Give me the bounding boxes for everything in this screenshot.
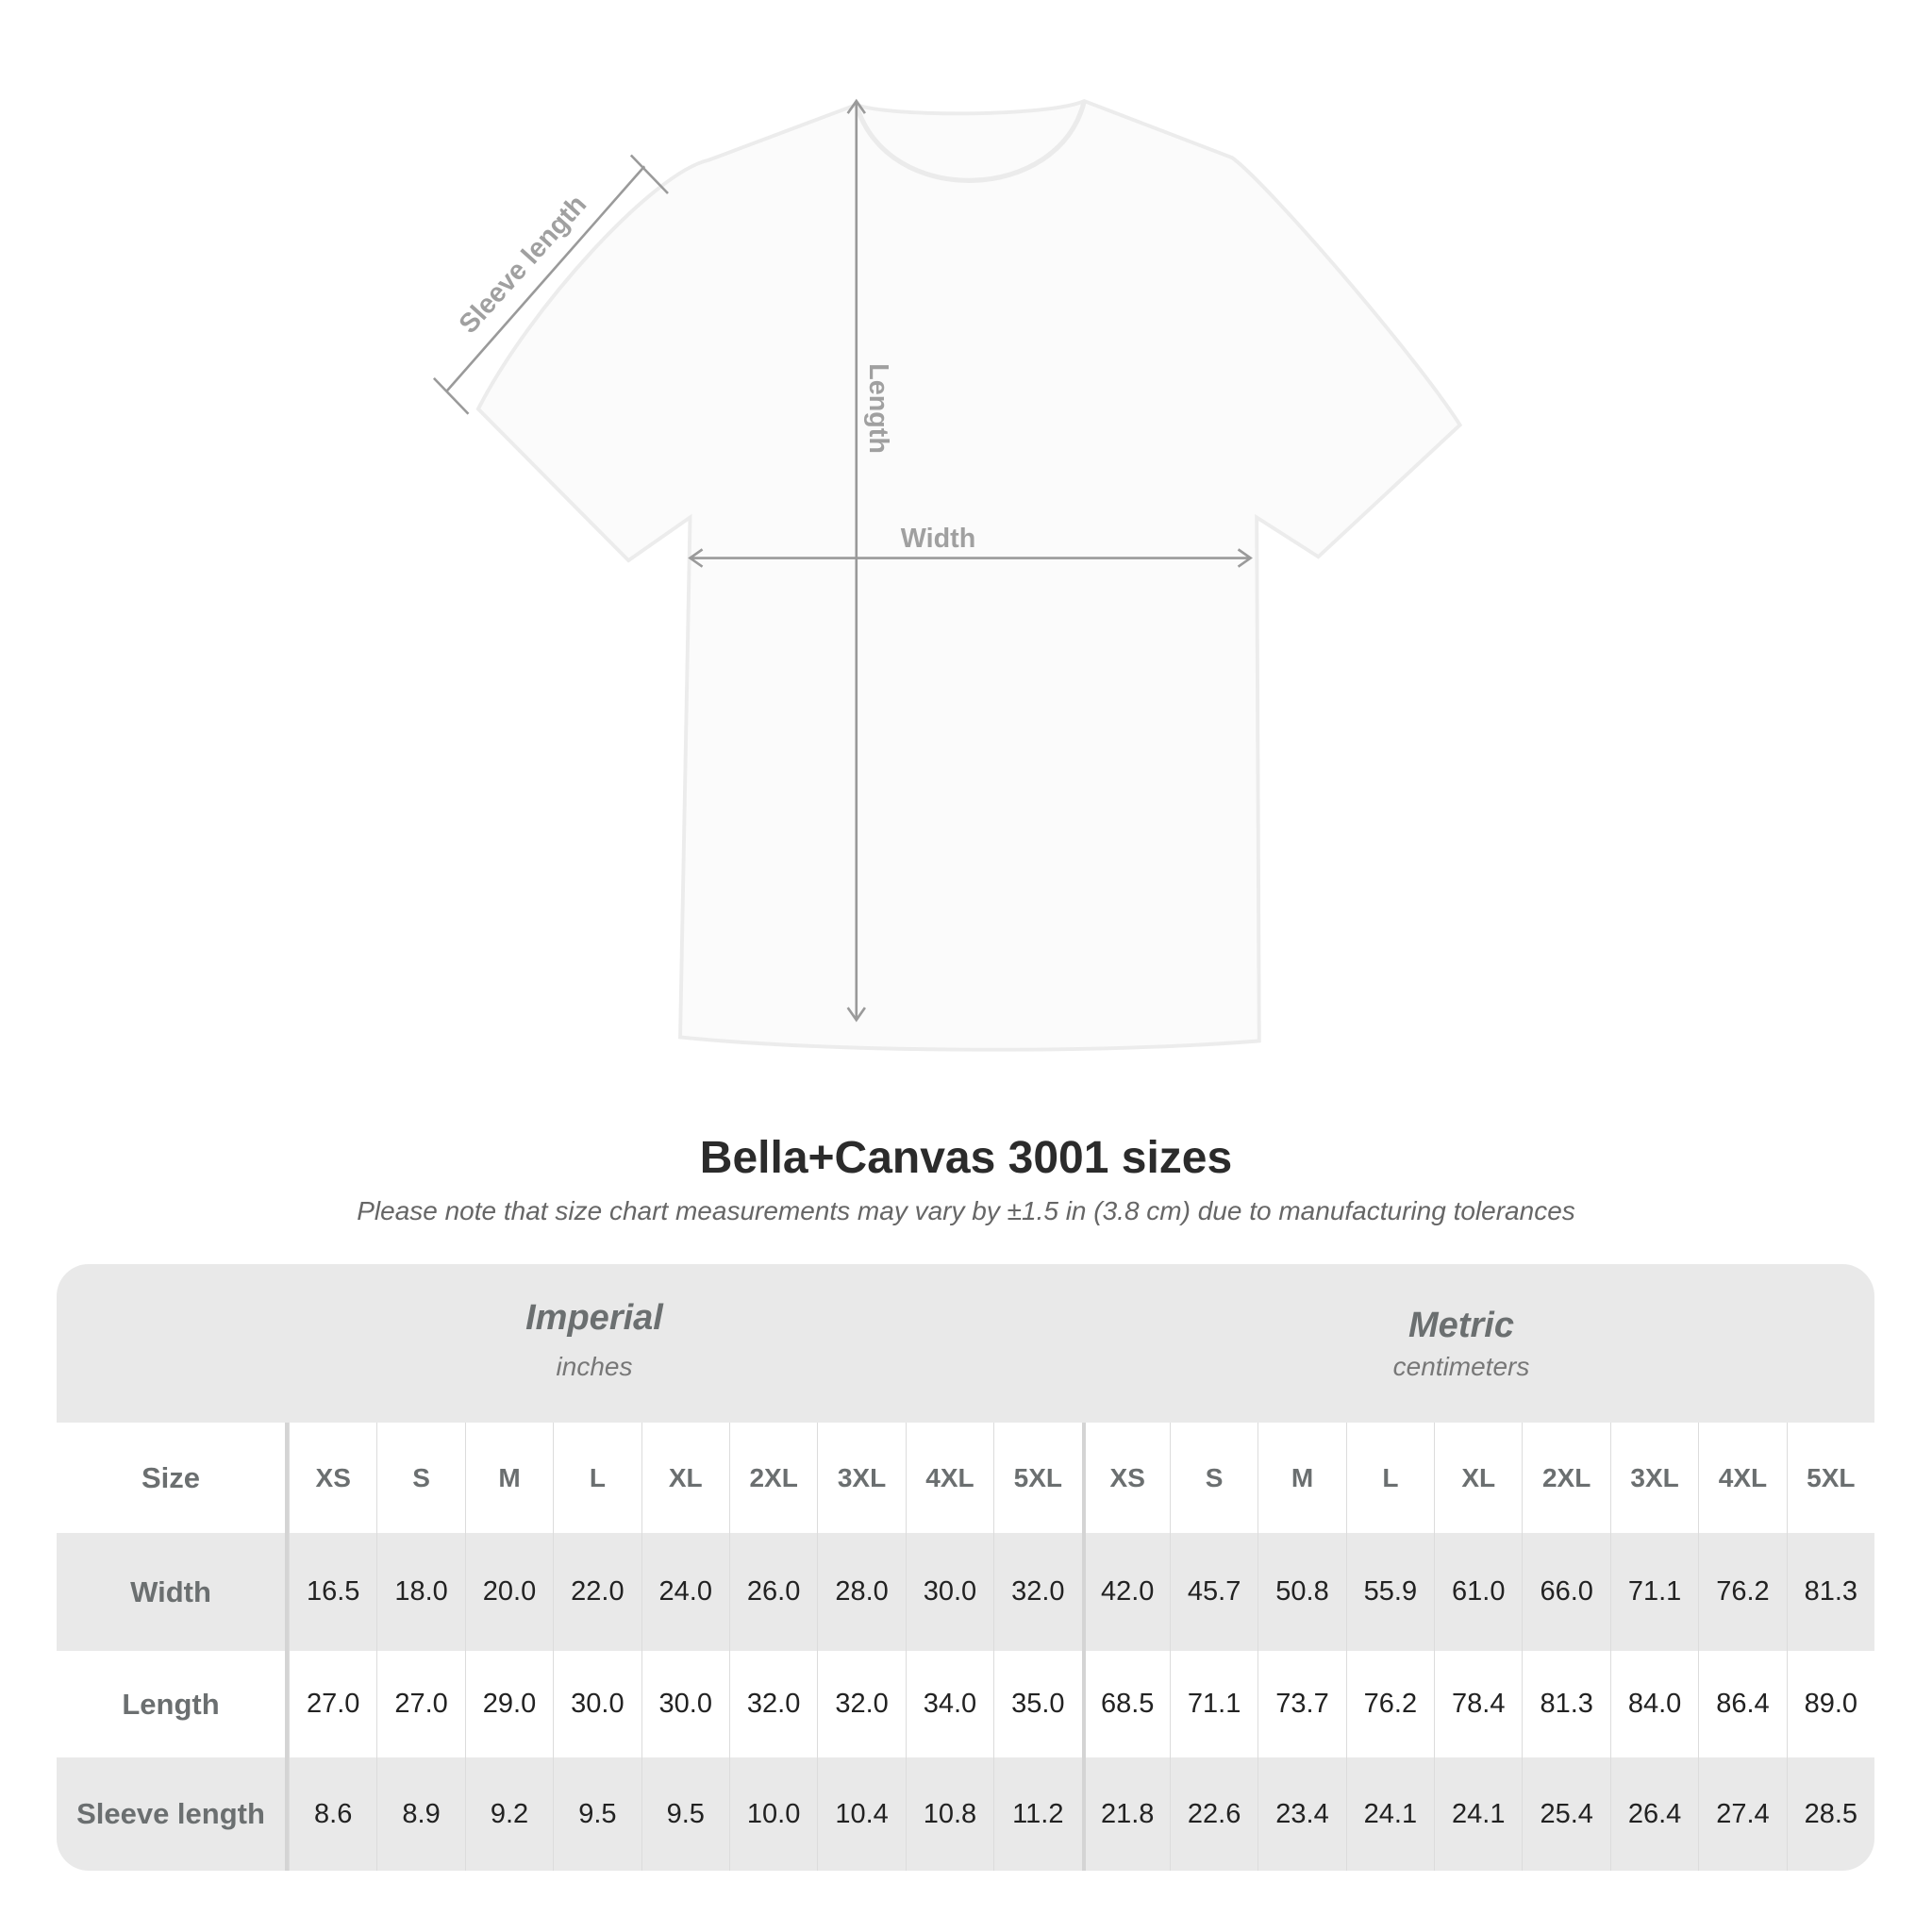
- metric-value-cell: 45.7: [1169, 1533, 1257, 1651]
- imperial-value-cell: 34.0: [905, 1651, 993, 1757]
- length-label: Length: [863, 363, 893, 454]
- table-row: Width 16.5 18.0 20.0 22.0 24.0 26.0 28.0 30.0 32.…: [57, 1533, 1874, 1651]
- imperial-value-cell: 8.9: [376, 1757, 464, 1871]
- imperial-header: Imperial inches: [311, 1298, 877, 1382]
- metric-value-cell: 50.8: [1257, 1533, 1345, 1651]
- table-row: Length 27.0 27.0 29.0 30.0 30.0 32.0 32.0 34.0 35…: [57, 1651, 1874, 1757]
- tshirt-shape: [475, 98, 1463, 1052]
- imperial-value-cell: 26.0: [728, 1533, 817, 1651]
- imperial-value-cell: 10.0: [728, 1757, 817, 1871]
- table-row: Sleeve length 8.6 8.9 9.2 9.5 9.5 10.0 10.4 10.8…: [57, 1757, 1874, 1871]
- metric-size-header: 5XL: [1786, 1423, 1874, 1533]
- imperial-value-cell: 16.5: [289, 1533, 376, 1651]
- imperial-value-cell: 11.2: [993, 1757, 1081, 1871]
- imperial-heading: Imperial: [525, 1298, 663, 1338]
- metric-value-cell: 21.8: [1081, 1757, 1170, 1871]
- imperial-value-cell: 9.5: [641, 1757, 729, 1871]
- row-label: Size: [57, 1423, 289, 1533]
- metric-size-header: 3XL: [1609, 1423, 1698, 1533]
- sleeve-arrow: [444, 165, 646, 393]
- metric-value-cell: 23.4: [1257, 1757, 1345, 1871]
- metric-value-cell: 81.3: [1786, 1533, 1874, 1651]
- collar: [854, 100, 1087, 183]
- imperial-size-header: 2XL: [728, 1423, 817, 1533]
- metric-size-header: 2XL: [1522, 1423, 1609, 1533]
- imperial-size-header: S: [376, 1423, 464, 1533]
- imperial-value-cell: 35.0: [993, 1651, 1081, 1757]
- tshirt-diagram: Sleeve length Length Width: [432, 98, 1463, 1052]
- imperial-value-cell: 24.0: [641, 1533, 729, 1651]
- metric-unit: centimeters: [1392, 1352, 1530, 1381]
- imperial-value-cell: 27.0: [376, 1651, 464, 1757]
- metric-size-header: M: [1257, 1423, 1345, 1533]
- metric-size-header: S: [1169, 1423, 1257, 1533]
- metric-value-cell: 24.1: [1434, 1757, 1522, 1871]
- imperial-value-cell: 22.0: [553, 1533, 641, 1651]
- metric-value-cell: 71.1: [1169, 1651, 1257, 1757]
- metric-size-header: L: [1345, 1423, 1434, 1533]
- page-title: Bella+Canvas 3001 sizes: [699, 1133, 1233, 1183]
- metric-header: Metric centimeters: [1178, 1306, 1744, 1382]
- metric-value-cell: 22.6: [1169, 1757, 1257, 1871]
- imperial-value-cell: 29.0: [464, 1651, 553, 1757]
- row-label: Width: [57, 1533, 289, 1651]
- metric-value-cell: 76.2: [1345, 1651, 1434, 1757]
- imperial-value-cell: 20.0: [464, 1533, 553, 1651]
- imperial-value-cell: 10.8: [905, 1757, 993, 1871]
- metric-value-cell: 73.7: [1257, 1651, 1345, 1757]
- metric-value-cell: 68.5: [1081, 1651, 1170, 1757]
- imperial-value-cell: 32.0: [993, 1533, 1081, 1651]
- imperial-value-cell: 27.0: [289, 1651, 376, 1757]
- imperial-value-cell: 28.0: [817, 1533, 905, 1651]
- imperial-value-cell: 30.0: [905, 1533, 993, 1651]
- unit-header: Imperial inches Metric centimeters: [57, 1264, 1874, 1423]
- metric-heading: Metric: [1408, 1306, 1514, 1345]
- metric-size-header: 4XL: [1698, 1423, 1786, 1533]
- row-label: Length: [57, 1651, 289, 1757]
- metric-size-header: XS: [1081, 1423, 1170, 1533]
- metric-size-header: XL: [1434, 1423, 1522, 1533]
- imperial-value-cell: 10.4: [817, 1757, 905, 1871]
- imperial-size-header: XL: [641, 1423, 729, 1533]
- row-label: Sleeve length: [57, 1757, 289, 1871]
- metric-value-cell: 26.4: [1609, 1757, 1698, 1871]
- imperial-size-header: M: [464, 1423, 553, 1533]
- imperial-value-cell: 8.6: [289, 1757, 376, 1871]
- width-label: Width: [901, 524, 975, 554]
- metric-value-cell: 28.5: [1786, 1757, 1874, 1871]
- metric-value-cell: 76.2: [1698, 1533, 1786, 1651]
- metric-value-cell: 42.0: [1081, 1533, 1170, 1651]
- imperial-size-header: 3XL: [817, 1423, 905, 1533]
- imperial-value-cell: 9.2: [464, 1757, 553, 1871]
- metric-value-cell: 71.1: [1609, 1533, 1698, 1651]
- metric-value-cell: 89.0: [1786, 1651, 1874, 1757]
- metric-value-cell: 81.3: [1522, 1651, 1609, 1757]
- metric-value-cell: 24.1: [1345, 1757, 1434, 1871]
- imperial-value-cell: 9.5: [553, 1757, 641, 1871]
- imperial-value-cell: 30.0: [553, 1651, 641, 1757]
- imperial-unit: inches: [556, 1352, 633, 1381]
- metric-value-cell: 78.4: [1434, 1651, 1522, 1757]
- imperial-size-header: 4XL: [905, 1423, 993, 1533]
- imperial-value-cell: 32.0: [817, 1651, 905, 1757]
- metric-value-cell: 25.4: [1522, 1757, 1609, 1871]
- imperial-value-cell: 18.0: [376, 1533, 464, 1651]
- imperial-size-header: L: [553, 1423, 641, 1533]
- imperial-value-cell: 32.0: [728, 1651, 817, 1757]
- metric-value-cell: 61.0: [1434, 1533, 1522, 1651]
- metric-value-cell: 55.9: [1345, 1533, 1434, 1651]
- imperial-size-header: 5XL: [993, 1423, 1081, 1533]
- metric-value-cell: 66.0: [1522, 1533, 1609, 1651]
- size-header-row: Size XS S M L XL 2XL 3XL 4XL 5XL XS S M L XL 2XL 3XL 4XL 5…: [57, 1423, 1874, 1533]
- size-table: Imperial inches Metric centimeters Size X…: [57, 1264, 1874, 1871]
- tolerance-note: Please note that size chart measurements…: [357, 1196, 1575, 1225]
- imperial-value-cell: 30.0: [641, 1651, 729, 1757]
- metric-value-cell: 27.4: [1698, 1757, 1786, 1871]
- metric-value-cell: 86.4: [1698, 1651, 1786, 1757]
- imperial-size-header: XS: [289, 1423, 376, 1533]
- metric-value-cell: 84.0: [1609, 1651, 1698, 1757]
